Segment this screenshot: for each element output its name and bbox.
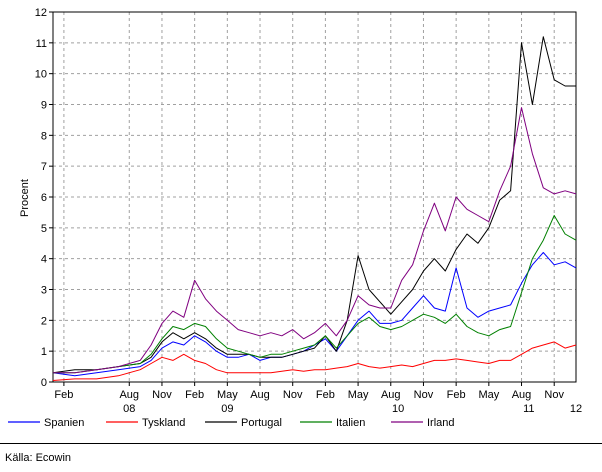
y-tick-label: 3 [41, 285, 47, 297]
y-tick-label: 6 [41, 192, 47, 204]
series-line-italien [53, 215, 577, 374]
x-year-label: 11 [523, 403, 534, 415]
x-month-label: Feb [447, 389, 466, 401]
series-line-tyskland [52, 341, 577, 381]
y-tick-label: 1 [41, 346, 47, 358]
x-year-label: 08 [123, 403, 135, 415]
series-line-irland [53, 107, 577, 374]
y-axis-label: Procent [19, 179, 31, 217]
y-tick-label: 2 [41, 315, 47, 327]
x-year-label: 12 [570, 403, 582, 415]
x-month-label: Nov [283, 389, 303, 401]
x-year-label: 09 [221, 403, 233, 415]
x-month-label: May [348, 389, 369, 401]
x-month-label: Feb [54, 389, 73, 401]
y-tick-label: 4 [41, 254, 47, 266]
x-month-label: May [217, 389, 238, 401]
legend-label-spanien: Spanien [44, 417, 84, 429]
source-separator [0, 443, 602, 444]
y-tick-label: 7 [41, 161, 47, 173]
x-month-label: Feb [185, 389, 204, 401]
series-lines [52, 36, 577, 381]
legend-label-portugal: Portugal [241, 417, 282, 429]
y-tick-label: 5 [41, 223, 47, 235]
x-month-label: Aug [119, 389, 139, 401]
series-line-portugal [52, 36, 576, 374]
x-month-label: May [478, 389, 499, 401]
y-tick-label: 8 [41, 130, 47, 142]
y-tick-label: 11 [36, 38, 47, 50]
source-note: Källa: Ecowin [5, 452, 72, 464]
x-axis: Feb Aug Nov Feb May Aug Nov Feb May Aug Nov Feb May A… [54, 382, 582, 415]
x-month-label: Aug [381, 389, 401, 401]
y-tick-label: 12 [35, 7, 47, 19]
x-year-label: 10 [392, 403, 404, 415]
series-line-spanien [52, 252, 577, 377]
x-month-label: Aug [512, 389, 532, 401]
legend-label-tyskland: Tyskland [142, 417, 185, 429]
x-month-label: Nov [152, 389, 172, 401]
legend-label-italien: Italien [336, 417, 365, 429]
y-tick-label: 0 [41, 377, 47, 389]
x-month-label: Aug [250, 389, 270, 401]
x-month-label: Nov [544, 389, 564, 401]
x-month-label: Nov [414, 389, 434, 401]
legend: Spanien Tyskland Portugal Italien Irland [8, 417, 455, 429]
y-tick-label: 9 [41, 100, 47, 112]
x-month-label: Feb [316, 389, 335, 401]
legend-label-irland: Irland [427, 417, 455, 429]
y-tick-label: 10 [35, 69, 47, 81]
